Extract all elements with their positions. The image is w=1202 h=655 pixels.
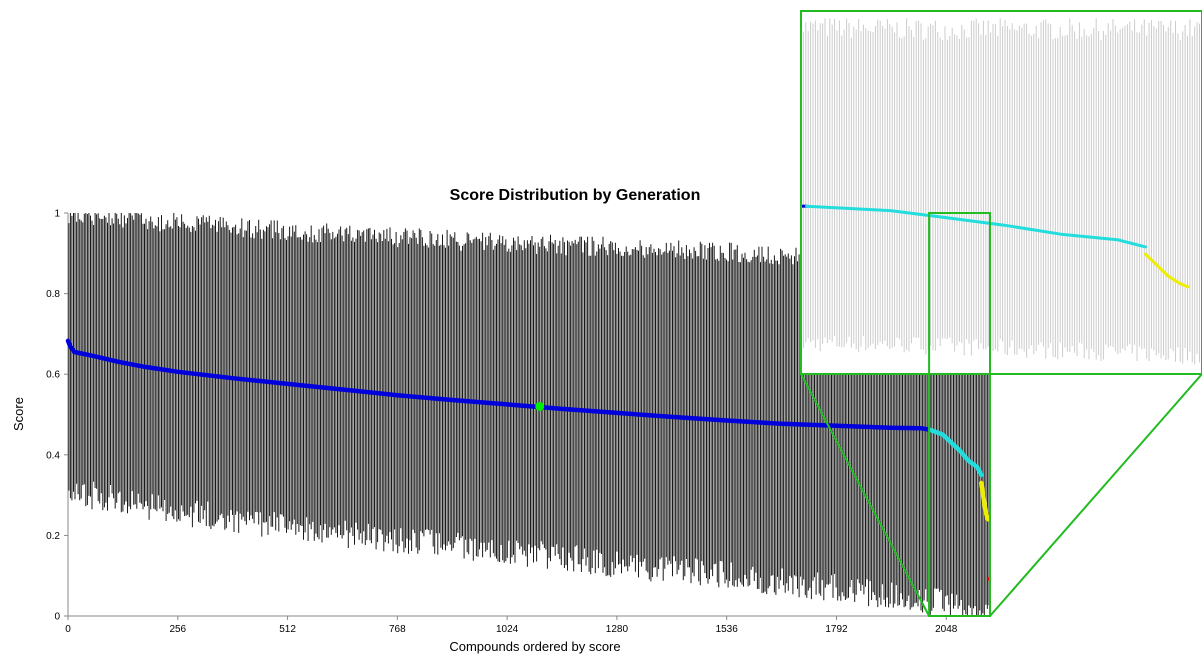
y-tick-label: 0: [54, 612, 60, 623]
score-series: [65, 338, 992, 581]
range-bars: [68, 213, 990, 616]
x-tick-label: 1536: [716, 624, 739, 635]
highlight-point: [535, 401, 545, 411]
zoom-connectors: [800, 373, 1202, 617]
x-tick-label: 1792: [825, 624, 848, 635]
y-axis-label: Score: [11, 397, 26, 431]
y-tick-label: 1: [54, 209, 60, 220]
y-tick-label: 0.4: [46, 450, 60, 461]
x-tick-label: 0: [65, 624, 71, 635]
x-tick-label: 1280: [606, 624, 629, 635]
x-tick-labels: 0 256 512 768 1024 1280 1536 1792 2048: [65, 616, 958, 635]
y-tick-label: 0.6: [46, 370, 60, 381]
series-line: [979, 480, 991, 522]
x-tick-label: 512: [279, 624, 296, 635]
y-tick-label: 0.8: [46, 289, 60, 300]
zoom-connector-left: [800, 373, 930, 617]
x-tick-label: 1024: [496, 624, 519, 635]
series-line: [65, 338, 933, 433]
zoom-panel-border: [800, 10, 1202, 375]
zoom-panel-content: [801, 18, 1202, 365]
chart-title: Score Distribution by Generation: [450, 187, 701, 204]
x-axis-label: Compounds ordered by score: [449, 639, 620, 654]
y-tick-label: 0.2: [46, 531, 60, 542]
x-tick-label: 768: [389, 624, 406, 635]
zoom-series-line: [1144, 252, 1190, 289]
x-tick-label: 2048: [935, 624, 958, 635]
x-tick-label: 256: [169, 624, 186, 635]
highlight-marker: [535, 401, 545, 411]
zoom-series-line: [801, 204, 809, 208]
series-line: [927, 427, 984, 478]
zoom-series-line: [805, 204, 1147, 249]
zoom-connector-right: [989, 373, 1202, 617]
y-tick-labels: 0 0.2 0.4 0.6 0.8 1: [46, 209, 68, 623]
zoom-source-region: [928, 212, 991, 617]
